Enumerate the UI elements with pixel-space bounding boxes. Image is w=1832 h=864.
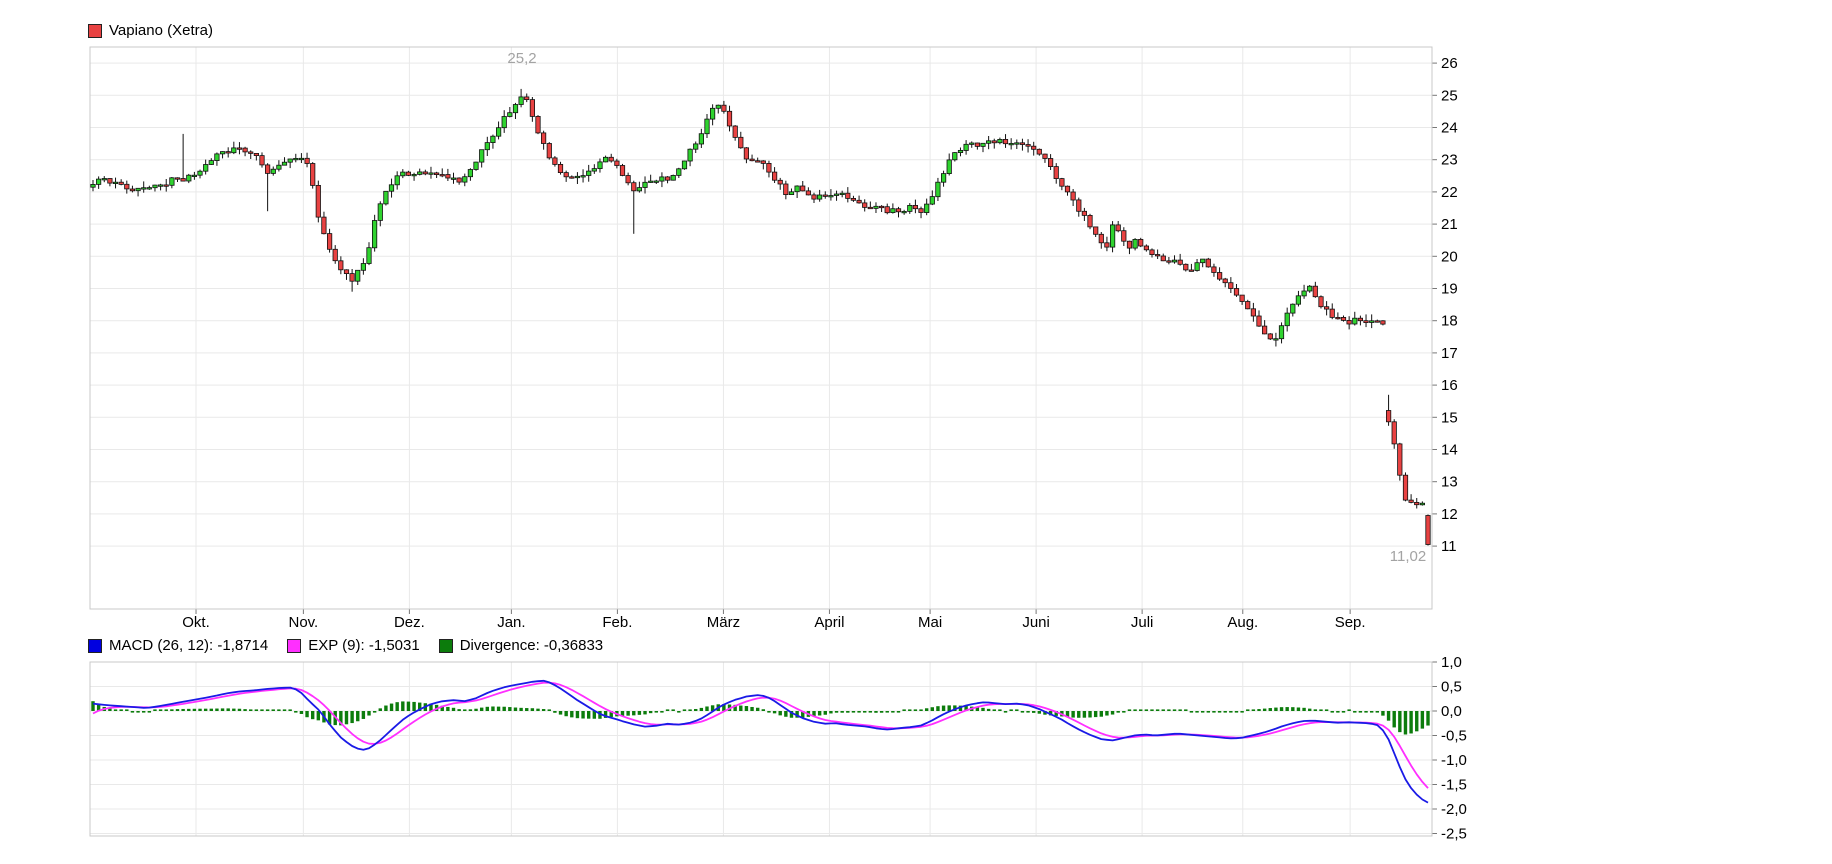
svg-text:Okt.: Okt.: [182, 614, 210, 631]
svg-text:Nov.: Nov.: [289, 614, 319, 631]
price-series-legend: Vapiano (Xetra): [88, 22, 213, 39]
svg-text:22: 22: [1441, 184, 1458, 201]
svg-text:25: 25: [1441, 87, 1458, 104]
svg-text:14: 14: [1441, 442, 1458, 459]
low-annotation: 11,02: [1389, 548, 1427, 565]
svg-text:18: 18: [1441, 313, 1458, 330]
plot-borders: [89, 46, 1433, 837]
svg-text:April: April: [814, 614, 844, 631]
svg-text:Mai: Mai: [918, 614, 942, 631]
macd-line: [92, 679, 1429, 804]
svg-text:0,5: 0,5: [1441, 679, 1462, 696]
svg-text:26: 26: [1441, 55, 1458, 72]
exp-legend-item: EXP (9): -1,5031: [287, 637, 420, 654]
divergence-legend-item: Divergence: -0,36833: [438, 637, 604, 654]
svg-text:Feb.: Feb.: [602, 614, 632, 631]
svg-text:Sep.: Sep.: [1335, 614, 1366, 631]
series-label: Vapiano (Xetra): [109, 22, 213, 39]
macd-legend-label: MACD (26, 12): -1,8714: [109, 637, 269, 654]
svg-text:März: März: [707, 614, 740, 631]
svg-text:1,0: 1,0: [1441, 654, 1462, 671]
divergence-histogram: [91, 701, 1430, 735]
macd-legend-item: MACD (26, 12): -1,8714: [88, 637, 268, 654]
series-marker-icon: [88, 23, 102, 38]
divergence-legend-label: Divergence: -0,36833: [459, 637, 604, 654]
gridlines: [90, 47, 1432, 836]
svg-text:0,0: 0,0: [1441, 703, 1462, 720]
macd-legend: MACD (26, 12): -1,8714 EXP (9): -1,5031 …: [88, 637, 622, 654]
svg-text:17: 17: [1441, 345, 1458, 362]
high-annotation: 25,2: [507, 50, 537, 67]
svg-text:20: 20: [1441, 248, 1458, 265]
svg-text:Jan.: Jan.: [497, 614, 525, 631]
svg-text:23: 23: [1441, 152, 1458, 169]
svg-text:-1,5: -1,5: [1441, 777, 1467, 794]
svg-text:12: 12: [1441, 506, 1458, 523]
svg-text:-1,0: -1,0: [1441, 752, 1467, 769]
svg-text:-0,5: -0,5: [1441, 728, 1467, 745]
macd-marker-icon: [88, 638, 102, 653]
svg-text:Juni: Juni: [1022, 614, 1050, 631]
svg-text:Aug.: Aug.: [1227, 614, 1258, 631]
svg-text:21: 21: [1441, 216, 1458, 233]
svg-text:13: 13: [1441, 474, 1458, 491]
svg-text:16: 16: [1441, 377, 1458, 394]
divergence-marker-icon: [438, 638, 453, 653]
svg-text:Juli: Juli: [1131, 614, 1154, 631]
exp-marker-icon: [287, 638, 302, 653]
svg-text:-2,0: -2,0: [1441, 801, 1467, 818]
svg-text:11: 11: [1441, 538, 1457, 555]
axis-labels: 26 25 24 23 22 21 20 19 18 17 16 15 14 13 12 11 1,0 0,5 0,…: [182, 55, 1467, 842]
candles: [90, 88, 1431, 546]
exp-legend-label: EXP (9): -1,5031: [308, 637, 420, 654]
svg-text:19: 19: [1441, 281, 1458, 298]
svg-text:15: 15: [1441, 409, 1458, 426]
svg-text:-2,5: -2,5: [1441, 826, 1467, 843]
svg-text:24: 24: [1441, 120, 1458, 137]
svg-text:Dez.: Dez.: [394, 614, 425, 631]
